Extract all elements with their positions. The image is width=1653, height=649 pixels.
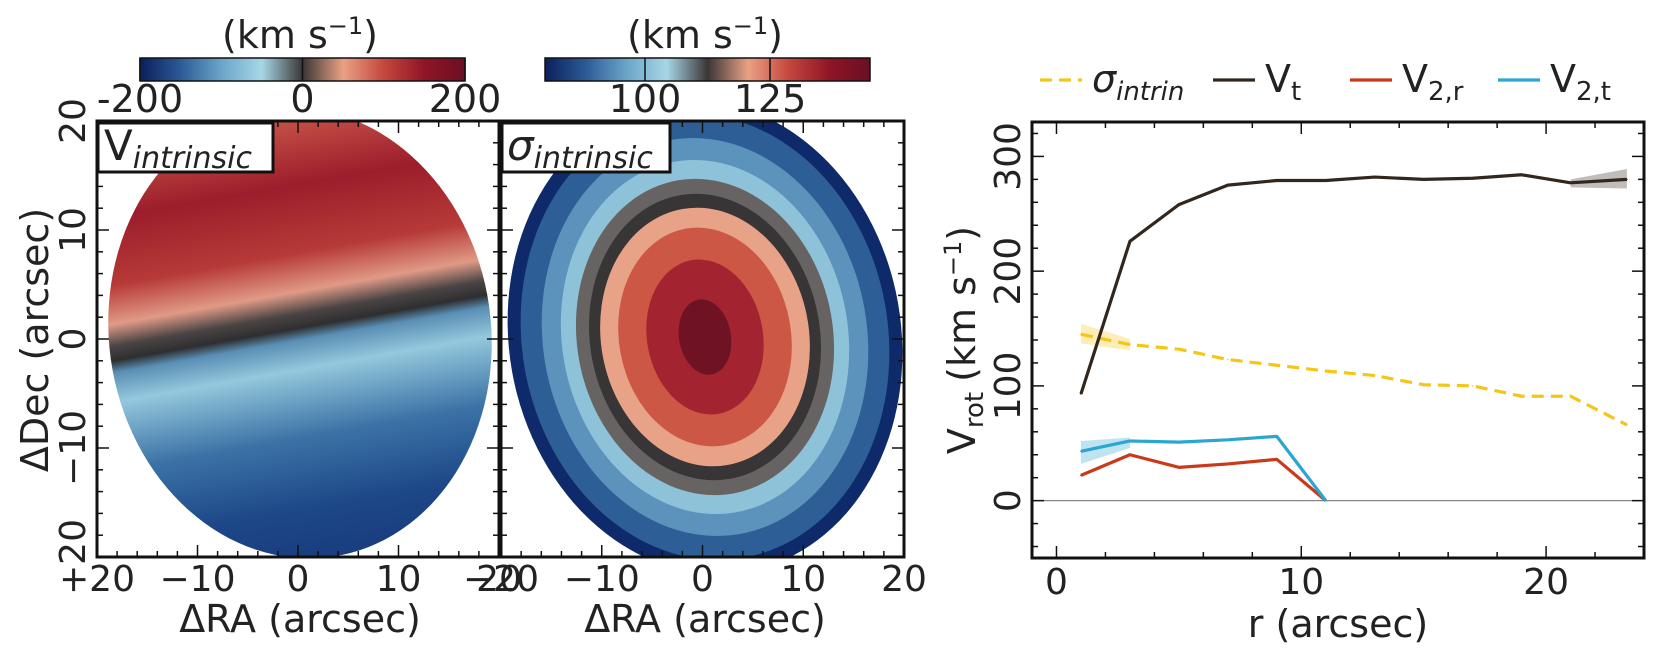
y-tick-label: 0 — [53, 328, 94, 351]
series-point-2 — [1178, 466, 1180, 469]
colorbar-dispersion: (km s−1) 100 125 — [544, 12, 871, 121]
series-point-1 — [1569, 182, 1572, 184]
series-point-3 — [1178, 441, 1180, 443]
x-tick-label: 0 — [691, 559, 714, 600]
series-point-0 — [1626, 424, 1628, 426]
legend-label: V2,t — [1550, 57, 1611, 107]
colorbar-tick-label: 100 — [609, 77, 682, 121]
series-point-2 — [1129, 453, 1131, 456]
x-tick-label: −20 — [59, 559, 135, 600]
rotation-curve-xlabel: r (arcsec) — [1248, 602, 1428, 646]
series-point-0 — [1471, 385, 1474, 387]
series-point-1 — [1324, 179, 1327, 182]
series-line-0 — [1080, 332, 1628, 427]
y-tick-label: 300 — [988, 122, 1029, 191]
dispersion-map-xlabel: ΔRA (arcsec) — [584, 597, 826, 641]
series-point-1 — [1373, 176, 1376, 178]
x-tick-label: −10 — [564, 559, 640, 600]
colorbar-velocity: (km s−1) -200 0 200 — [97, 12, 501, 121]
series-point-3 — [1227, 439, 1229, 441]
series-point-2 — [1080, 474, 1082, 477]
x-tick-label: 10 — [376, 559, 422, 600]
series-point-0 — [1324, 370, 1327, 372]
series-point-1 — [1227, 184, 1229, 186]
velocity-map-label-box — [96, 121, 275, 174]
series-band-0 — [1080, 323, 1130, 351]
velocity-map-panel: −20 −10 0 10 20 −20 −10 0 10 20 Vintrinsic ΔRA (a… — [13, 98, 522, 641]
x-tick-label: −10 — [160, 559, 236, 600]
series-point-0 — [1227, 358, 1229, 361]
y-tick-label: 200 — [988, 237, 1029, 306]
velocity-map-xlabel: ΔRA (arcsec) — [179, 597, 421, 641]
dispersion-map-label-box — [500, 121, 672, 174]
dispersion-map-label: σintrinsic — [507, 121, 653, 176]
colorbar-tick-label: 200 — [429, 77, 502, 121]
velocity-map-image — [97, 121, 499, 557]
y-tick-label: −20 — [53, 519, 94, 595]
x-tick-label: 0 — [287, 559, 310, 600]
colorbar-dispersion-unit: (km s−1) — [627, 12, 783, 57]
colorbar-velocity-unit: (km s−1) — [222, 12, 378, 57]
rotation-curve-legend: σintrin Vt V2,r V2,t — [1040, 57, 1611, 107]
series-point-1 — [1471, 177, 1474, 180]
series-band-1 — [1570, 169, 1627, 189]
colorbar-tick-label: 125 — [734, 77, 807, 121]
legend-label: Vt — [1265, 57, 1301, 107]
series-point-2 — [1227, 463, 1229, 465]
rotation-curve-ylabel: Vrot(km s−1) — [939, 226, 990, 454]
velocity-map-ylabel: ΔDec (arcsec) — [13, 208, 57, 472]
series-point-0 — [1422, 383, 1425, 386]
x-tick-label: 10 — [1278, 562, 1324, 603]
colorbar-dispersion-bar — [544, 57, 871, 82]
colorbar-tick-label: 0 — [290, 77, 314, 121]
series-point-1 — [1520, 173, 1523, 176]
series-point-0 — [1276, 364, 1278, 367]
series-point-3 — [1276, 435, 1278, 438]
series-point-1 — [1080, 393, 1082, 395]
y-tick-label: −10 — [53, 410, 94, 486]
series-point-3 — [1324, 499, 1327, 502]
series-line-1 — [1079, 173, 1627, 395]
legend-label: σintrin — [1092, 57, 1184, 107]
series-point-2 — [1276, 458, 1278, 461]
series-point-1 — [1626, 178, 1628, 181]
x-tick-label: 10 — [780, 559, 826, 600]
x-tick-label: 20 — [881, 559, 927, 600]
series-point-3 — [1080, 450, 1082, 453]
x-tick-label: −20 — [463, 559, 539, 600]
y-tick-label: 20 — [53, 98, 94, 144]
dispersion-map-panel: −20 −10 0 10 20 σintrinsic ΔRA (arcsec) — [463, 119, 927, 641]
x-tick-label: 20 — [1523, 562, 1569, 603]
series-point-0 — [1569, 395, 1572, 398]
colorbar-tick-label: -200 — [97, 77, 183, 121]
y-tick-label: 100 — [988, 352, 1029, 421]
series-point-0 — [1080, 333, 1082, 336]
legend-label: V2,r — [1402, 57, 1464, 107]
series-point-0 — [1129, 343, 1131, 346]
series-point-1 — [1129, 240, 1131, 243]
series-point-1 — [1422, 178, 1425, 181]
y-tick-label: 10 — [53, 207, 94, 253]
series-line-2 — [1080, 453, 1327, 502]
series-point-1 — [1178, 203, 1180, 206]
series-line-3 — [1080, 434, 1328, 502]
velocity-map-label: Vintrinsic — [104, 121, 252, 176]
series-point-0 — [1373, 374, 1376, 377]
y-tick-label: 0 — [988, 489, 1029, 512]
dispersion-map-image — [507, 121, 903, 557]
series-point-0 — [1520, 395, 1523, 398]
x-tick-label: 20 — [476, 559, 522, 600]
series-point-0 — [1178, 348, 1180, 350]
series-point-3 — [1129, 440, 1131, 442]
x-tick-label: 0 — [1045, 562, 1068, 603]
series-point-1 — [1276, 179, 1278, 182]
